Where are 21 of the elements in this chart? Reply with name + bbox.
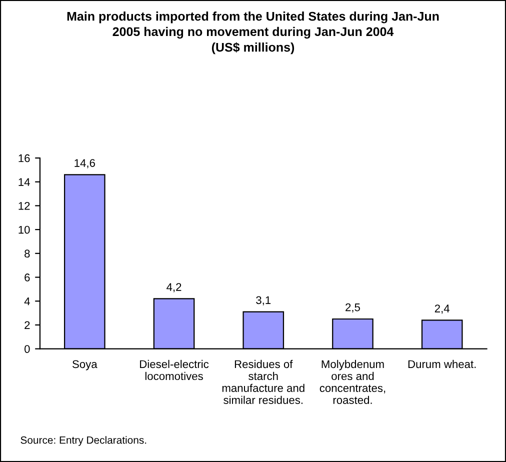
data-label: 4,2 — [166, 283, 182, 292]
y-tick-label: 2 — [24, 321, 30, 329]
x-tick-label: Molybdenum ores and concentrates, roasted. — [320, 360, 386, 404]
y-tick-label: 8 — [24, 250, 30, 258]
x-tick-label: Soya — [72, 360, 98, 370]
chart-title: Main products imported from the United States during Jan-Jun 2005 having no movement during Jan-Jun 2004 (US$ millions) — [67, 12, 439, 54]
y-tick-label: 14 — [18, 178, 30, 186]
y-tick-label: 16 — [18, 154, 30, 162]
data-label: 2,5 — [346, 303, 360, 313]
y-tick-label: 0 — [24, 345, 30, 353]
y-tick-label: 6 — [24, 274, 30, 282]
x-tick-label: Durum wheat. — [408, 360, 476, 368]
data-label: 14,6 — [74, 159, 95, 168]
data-label: 2,4 — [434, 304, 450, 314]
x-tick-label: Diesel-electric locomotives — [140, 360, 209, 380]
x-tick-label: Residues of starch manufacture and similar residues. — [222, 360, 304, 404]
y-tick-label: 12 — [18, 202, 30, 210]
y-tick-label: 10 — [18, 226, 30, 234]
y-tick-label: 4 — [24, 297, 30, 306]
source-note: Source: Entry Declarations. — [20, 436, 146, 446]
data-label: 3,1 — [256, 296, 271, 306]
